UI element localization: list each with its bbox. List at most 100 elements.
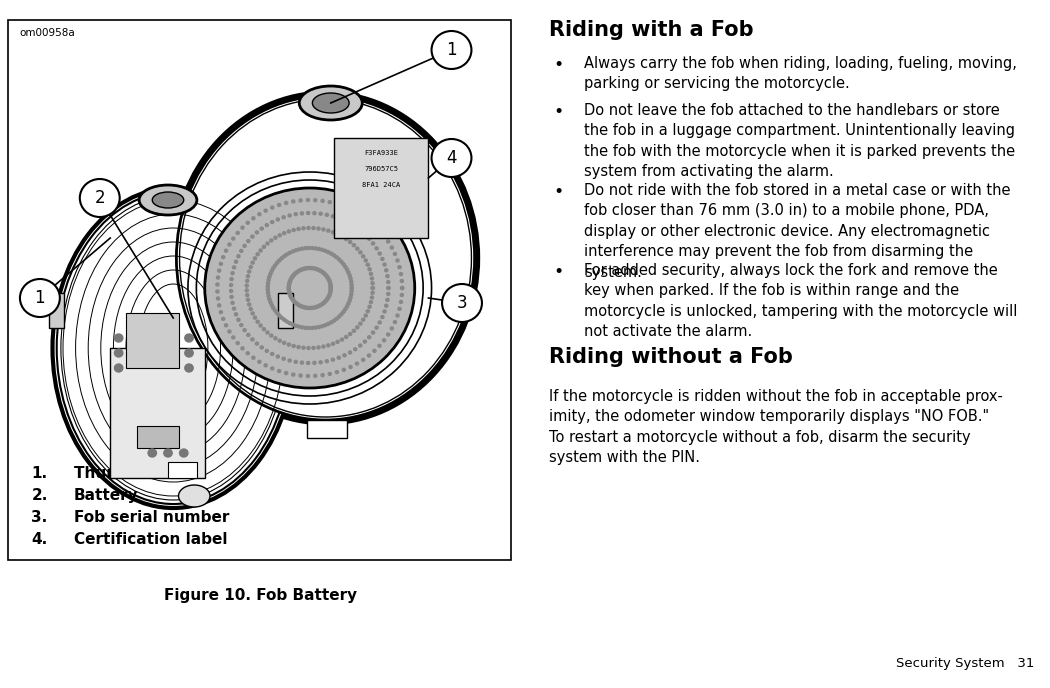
Circle shape <box>288 322 291 325</box>
Circle shape <box>311 306 314 310</box>
Circle shape <box>216 297 219 300</box>
Circle shape <box>335 371 338 374</box>
Circle shape <box>330 321 333 324</box>
Circle shape <box>304 267 308 270</box>
Circle shape <box>230 295 233 299</box>
Circle shape <box>267 294 270 297</box>
Circle shape <box>319 269 322 272</box>
Bar <box>8 20 511 560</box>
Circle shape <box>251 312 254 315</box>
Circle shape <box>327 229 330 232</box>
Circle shape <box>332 342 335 345</box>
Circle shape <box>343 219 346 222</box>
Circle shape <box>237 255 240 258</box>
Circle shape <box>298 304 301 307</box>
Circle shape <box>349 365 352 369</box>
Circle shape <box>260 227 264 230</box>
Circle shape <box>323 272 327 275</box>
Circle shape <box>307 306 310 310</box>
Circle shape <box>361 215 364 217</box>
Circle shape <box>386 286 391 290</box>
Circle shape <box>350 283 353 286</box>
Circle shape <box>295 302 298 305</box>
Circle shape <box>386 299 390 301</box>
Circle shape <box>300 247 303 250</box>
Circle shape <box>247 275 250 278</box>
Ellipse shape <box>180 99 471 417</box>
Circle shape <box>307 347 310 350</box>
Circle shape <box>236 341 239 345</box>
Circle shape <box>328 279 331 282</box>
Circle shape <box>349 208 352 211</box>
Circle shape <box>342 263 345 266</box>
Text: 2.: 2. <box>32 488 48 503</box>
Circle shape <box>400 294 403 297</box>
Ellipse shape <box>299 86 362 120</box>
Circle shape <box>216 290 219 293</box>
Circle shape <box>359 344 362 347</box>
Circle shape <box>231 301 234 304</box>
Circle shape <box>321 302 324 305</box>
Circle shape <box>317 248 320 250</box>
Circle shape <box>308 327 311 330</box>
Circle shape <box>249 266 252 268</box>
Circle shape <box>350 290 353 292</box>
Circle shape <box>372 242 375 245</box>
Bar <box>334 138 428 238</box>
Circle shape <box>297 325 300 328</box>
Text: 3.: 3. <box>32 510 47 525</box>
Circle shape <box>267 288 270 291</box>
Circle shape <box>307 361 310 365</box>
Circle shape <box>232 266 235 269</box>
Circle shape <box>350 293 353 296</box>
Circle shape <box>285 372 288 374</box>
Circle shape <box>297 303 300 306</box>
Circle shape <box>328 280 331 283</box>
Circle shape <box>343 308 346 311</box>
Circle shape <box>343 354 346 357</box>
Circle shape <box>361 358 364 361</box>
Circle shape <box>266 331 269 334</box>
Circle shape <box>292 274 295 277</box>
Circle shape <box>291 250 294 253</box>
Circle shape <box>382 234 385 237</box>
Circle shape <box>302 306 306 309</box>
Circle shape <box>272 267 275 270</box>
Circle shape <box>322 345 326 348</box>
Circle shape <box>270 239 273 242</box>
Circle shape <box>319 212 322 215</box>
Circle shape <box>342 368 345 372</box>
Circle shape <box>292 228 295 231</box>
Circle shape <box>276 355 279 358</box>
Circle shape <box>289 278 292 281</box>
Circle shape <box>345 305 349 308</box>
Text: 1: 1 <box>35 289 45 307</box>
Circle shape <box>292 373 295 376</box>
Circle shape <box>442 284 482 322</box>
Circle shape <box>344 237 348 241</box>
Circle shape <box>267 279 270 281</box>
Circle shape <box>323 301 327 304</box>
Circle shape <box>294 324 297 327</box>
Circle shape <box>255 342 258 345</box>
Circle shape <box>253 316 256 319</box>
Circle shape <box>384 304 387 308</box>
Circle shape <box>399 272 402 276</box>
Circle shape <box>258 213 261 216</box>
Circle shape <box>274 236 277 239</box>
Circle shape <box>300 326 303 329</box>
Circle shape <box>368 336 371 338</box>
Circle shape <box>299 268 302 271</box>
Circle shape <box>336 233 339 236</box>
Circle shape <box>293 272 296 276</box>
Circle shape <box>349 351 352 354</box>
Circle shape <box>285 202 288 204</box>
Circle shape <box>277 259 280 262</box>
Circle shape <box>271 206 274 209</box>
Circle shape <box>253 257 256 260</box>
Circle shape <box>351 286 353 290</box>
Circle shape <box>114 349 123 357</box>
Circle shape <box>307 226 310 230</box>
Circle shape <box>256 320 259 323</box>
Circle shape <box>394 252 397 255</box>
